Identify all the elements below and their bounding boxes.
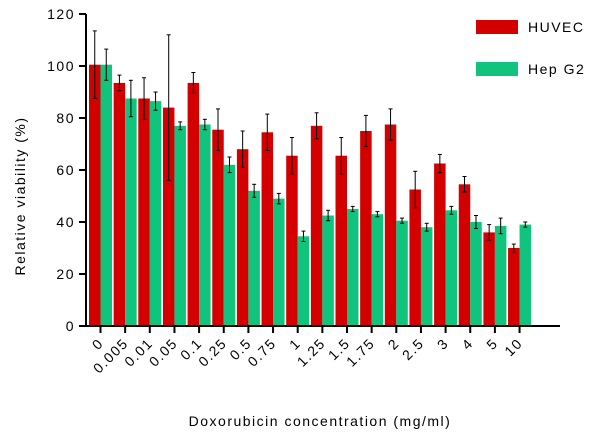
bar-huvec-13 (409, 189, 421, 326)
bar-hepg2-3 (174, 125, 186, 326)
bar-huvec-15 (458, 184, 471, 326)
y-tick-label-120: 120 (47, 6, 75, 22)
y-tick-label-60: 60 (56, 162, 75, 178)
bar-hepg2-8 (297, 236, 310, 326)
bar-huvec-5 (212, 129, 224, 326)
bar-hepg2-14 (445, 210, 458, 326)
bar-hepg2-5 (223, 164, 236, 326)
bar-huvec-4 (187, 82, 200, 327)
legend-label-1: Hep G2 (528, 61, 585, 77)
x-tick-label-14: 3 (434, 335, 452, 353)
y-axis-title: Relative viability (%) (12, 116, 28, 275)
x-tick-label-15: 4 (458, 335, 476, 353)
x-tick-label-16: 5 (483, 335, 501, 353)
bar-huvec-9 (310, 125, 323, 326)
y-tick-label-100: 100 (47, 58, 75, 74)
y-tick-label-40: 40 (56, 214, 75, 230)
bar-hepg2-13 (420, 227, 433, 326)
bar-hepg2-10 (347, 209, 359, 326)
bar-huvec-7 (261, 132, 274, 326)
x-tick-label-5: 0.25 (195, 335, 230, 370)
bar-huvec-1 (113, 82, 126, 327)
x-tick-label-17: 10 (501, 335, 525, 359)
x-tick-label-11: 1.75 (343, 335, 378, 370)
bar-hepg2-2 (149, 101, 162, 326)
bar-huvec-2 (138, 98, 150, 326)
legend: HUVEC Hep G2 (476, 19, 585, 77)
bar-hepg2-1 (125, 98, 137, 326)
bars-layer (89, 64, 532, 327)
bar-hepg2-16 (494, 225, 507, 326)
bar-hepg2-6 (248, 190, 260, 326)
bar-hepg2-4 (199, 124, 211, 326)
bar-huvec-10 (335, 155, 347, 326)
x-tick-label-9: 1.25 (294, 335, 329, 370)
bar-hepg2-17 (519, 224, 532, 326)
bar-hepg2-9 (322, 215, 334, 326)
bar-huvec-12 (384, 124, 397, 326)
bar-hepg2-11 (371, 214, 384, 326)
x-tick-label-3: 0.05 (146, 335, 181, 370)
x-tick-label-7: 0.75 (244, 335, 279, 370)
y-tick-label-0: 0 (66, 318, 75, 334)
legend-label-0: HUVEC (528, 19, 585, 35)
error-bars-layer (92, 30, 528, 253)
legend-swatch-0 (476, 20, 518, 34)
bar-huvec-11 (360, 131, 372, 326)
bar-huvec-17 (508, 248, 520, 326)
bar-huvec-6 (236, 149, 249, 326)
legend-swatch-1 (476, 62, 518, 76)
x-axis-title: Doxorubicin concentration (mg/ml) (189, 413, 452, 429)
y-tick-label-80: 80 (56, 110, 75, 126)
bar-huvec-14 (434, 163, 446, 326)
bar-hepg2-0 (100, 64, 112, 326)
bar-hepg2-7 (273, 198, 285, 326)
bar-hepg2-15 (470, 222, 482, 326)
x-tick-label-13: 2.5 (399, 335, 427, 363)
y-tick-label-20: 20 (56, 266, 75, 282)
bar-huvec-0 (89, 64, 101, 326)
bar-huvec-3 (162, 107, 175, 326)
bar-hepg2-12 (396, 220, 408, 326)
bar-huvec-8 (286, 155, 298, 326)
bar-huvec-16 (483, 232, 495, 326)
